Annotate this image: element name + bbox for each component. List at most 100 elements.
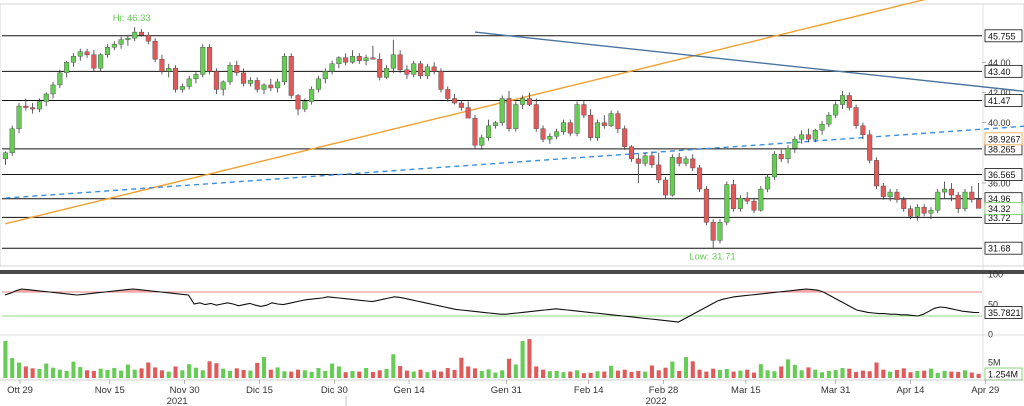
level-label-box bbox=[984, 94, 1023, 107]
candle-body bbox=[785, 148, 791, 160]
volume-bar bbox=[23, 366, 28, 378]
volume-bar bbox=[153, 367, 158, 378]
volume-bar bbox=[37, 369, 42, 378]
volume-bar bbox=[561, 372, 566, 378]
candle-body bbox=[241, 72, 247, 84]
x-tick-label: Mar 31 bbox=[821, 385, 851, 396]
volume-bar bbox=[275, 367, 280, 378]
volume-bar bbox=[159, 370, 164, 378]
candle-body bbox=[608, 113, 614, 126]
candle-body bbox=[976, 199, 982, 209]
volume-bar bbox=[370, 371, 375, 378]
x-tick-label: Dic 30 bbox=[321, 385, 348, 396]
volume-bar bbox=[615, 370, 620, 378]
volume-bar bbox=[915, 370, 920, 378]
volume-bar bbox=[445, 368, 450, 378]
candle-body bbox=[302, 101, 308, 110]
candle-body bbox=[2, 152, 8, 160]
candle-body bbox=[819, 123, 825, 131]
candle-body bbox=[874, 160, 880, 187]
volume-bar bbox=[166, 371, 171, 378]
resistance-trendline bbox=[474, 31, 1024, 92]
level-label-box bbox=[984, 64, 1023, 78]
candle-body bbox=[540, 128, 546, 140]
candle-body bbox=[356, 56, 362, 61]
volume-bar bbox=[302, 370, 307, 378]
candle-body bbox=[479, 137, 485, 146]
volume-bar bbox=[724, 369, 729, 378]
rsi-last-label: 35.7821 bbox=[988, 308, 1021, 318]
x-tick-label: Gen 14 bbox=[394, 385, 425, 396]
volume-bar bbox=[942, 370, 947, 378]
candle-body bbox=[207, 46, 213, 72]
x-tick-label: Feb 14 bbox=[574, 385, 604, 396]
volume-bar bbox=[364, 368, 369, 378]
candle-body bbox=[962, 191, 968, 209]
candle-body bbox=[683, 158, 689, 164]
candle-body bbox=[581, 104, 587, 116]
volume-bar bbox=[894, 369, 899, 378]
volume-bar bbox=[820, 372, 825, 378]
candle-body bbox=[200, 46, 206, 75]
candle-body bbox=[57, 72, 63, 86]
volume-bar bbox=[282, 371, 287, 378]
volume-bar bbox=[357, 371, 362, 378]
volume-bar bbox=[717, 369, 723, 378]
volume-bar bbox=[105, 369, 110, 378]
candle-body bbox=[145, 34, 151, 42]
candle-body bbox=[928, 209, 934, 214]
x-tick-label: Gen 31 bbox=[491, 385, 522, 396]
volume-bar bbox=[16, 362, 22, 378]
volume-bar bbox=[874, 362, 879, 378]
candle-body bbox=[472, 117, 478, 146]
rsi-y-tick-label: 100 bbox=[988, 270, 1003, 280]
candle-body bbox=[894, 191, 900, 200]
volume-bar bbox=[683, 357, 688, 378]
volume-bar bbox=[806, 367, 811, 378]
volume-bar bbox=[888, 371, 893, 378]
candle-body bbox=[887, 191, 893, 197]
volume-bar bbox=[840, 368, 845, 378]
candle-body bbox=[234, 65, 240, 74]
candle-body bbox=[697, 167, 703, 190]
x-tick-label: Ott 29 bbox=[7, 385, 33, 396]
volume-bar bbox=[289, 371, 294, 378]
volume-bar bbox=[704, 371, 709, 378]
high-annotation: Hi: 46.33 bbox=[113, 13, 151, 24]
volume-bar bbox=[513, 364, 518, 378]
volume-bar bbox=[241, 369, 246, 378]
moving-average-label-box bbox=[984, 132, 1023, 146]
level-label: 33.72 bbox=[988, 213, 1011, 223]
candle-body bbox=[867, 134, 873, 161]
volume-bar bbox=[527, 339, 532, 378]
candle-body bbox=[138, 31, 145, 36]
candle-body bbox=[846, 95, 852, 108]
rsi-last-label-box bbox=[984, 306, 1023, 319]
x-tick-label: Dic 15 bbox=[246, 385, 273, 396]
volume-bar bbox=[384, 369, 389, 378]
volume-bar bbox=[187, 364, 192, 378]
level-label-box bbox=[984, 168, 1023, 181]
moving-average-line bbox=[5, 0, 926, 225]
candle-body bbox=[288, 56, 294, 96]
volume-bar bbox=[323, 370, 328, 378]
volume-bar bbox=[459, 357, 464, 378]
volume-bar bbox=[867, 371, 872, 378]
candle-body bbox=[588, 114, 594, 138]
volume-bar bbox=[78, 367, 83, 378]
volume-bar bbox=[221, 368, 226, 378]
volume-bar bbox=[44, 363, 49, 378]
x-tick-label: Nov 30 bbox=[170, 385, 200, 396]
volume-bar bbox=[568, 371, 573, 378]
volume-bar bbox=[629, 371, 634, 378]
volume-bar bbox=[10, 358, 15, 378]
candle-body bbox=[384, 68, 390, 78]
volume-bar bbox=[649, 365, 654, 378]
level-label-box bbox=[984, 29, 1023, 43]
candle-body bbox=[295, 95, 301, 110]
volume-bar bbox=[731, 371, 736, 378]
candle-body bbox=[370, 57, 376, 60]
price-panel: 44.00 42.00 40.00 36.00 Hi: 46.33 Low: 31.71 4… bbox=[0, 0, 1024, 378]
candle-body bbox=[669, 157, 675, 196]
